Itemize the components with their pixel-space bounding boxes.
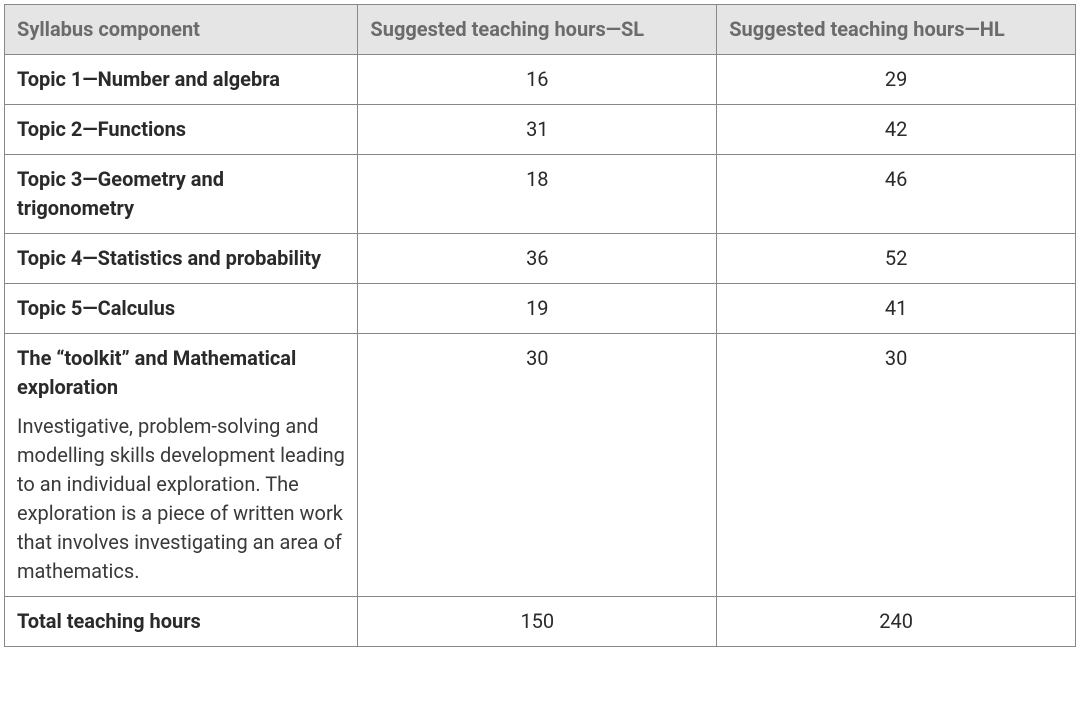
hl-hours-cell: 52 [717,234,1076,284]
table-row: Topic 2—Functions 31 42 [5,105,1076,155]
component-title: Topic 4—Statistics and probability [17,244,345,273]
component-title: Topic 5—Calculus [17,294,345,323]
component-title: Topic 2—Functions [17,115,345,144]
sl-hours-cell: 19 [358,284,717,334]
sl-hours-cell: 31 [358,105,717,155]
component-cell: Topic 5—Calculus [5,284,358,334]
component-title: Topic 1—Number and algebra [17,65,345,94]
sl-hours-cell: 18 [358,155,717,234]
column-header-sl: Suggested teaching hours—SL [358,5,717,55]
syllabus-table: Syllabus component Suggested teaching ho… [4,4,1076,647]
table-row: Topic 3—Geometry and trigonometry 18 46 [5,155,1076,234]
component-cell: Topic 2—Functions [5,105,358,155]
table-header-row: Syllabus component Suggested teaching ho… [5,5,1076,55]
component-title: Topic 3—Geometry and trigonometry [17,165,345,223]
hl-hours-cell: 240 [717,597,1076,647]
hl-hours-cell: 30 [717,334,1076,597]
component-cell: Topic 1—Number and algebra [5,55,358,105]
component-title: The “toolkit” and Mathematical explorati… [17,344,345,402]
column-header-hl: Suggested teaching hours—HL [717,5,1076,55]
table-row: Topic 5—Calculus 19 41 [5,284,1076,334]
sl-hours-cell: 30 [358,334,717,597]
component-description: Investigative, problem-solving and model… [17,412,345,586]
hl-hours-cell: 46 [717,155,1076,234]
hl-hours-cell: 41 [717,284,1076,334]
component-cell: The “toolkit” and Mathematical explorati… [5,334,358,597]
component-title: Total teaching hours [17,607,345,636]
table-body: Topic 1—Number and algebra 16 29 Topic 2… [5,55,1076,647]
hl-hours-cell: 42 [717,105,1076,155]
table-row: Topic 4—Statistics and probability 36 52 [5,234,1076,284]
sl-hours-cell: 150 [358,597,717,647]
component-cell: Total teaching hours [5,597,358,647]
sl-hours-cell: 36 [358,234,717,284]
hl-hours-cell: 29 [717,55,1076,105]
sl-hours-cell: 16 [358,55,717,105]
table-row: The “toolkit” and Mathematical explorati… [5,334,1076,597]
component-cell: Topic 3—Geometry and trigonometry [5,155,358,234]
table-row-total: Total teaching hours 150 240 [5,597,1076,647]
component-cell: Topic 4—Statistics and probability [5,234,358,284]
column-header-component: Syllabus component [5,5,358,55]
table-row: Topic 1—Number and algebra 16 29 [5,55,1076,105]
